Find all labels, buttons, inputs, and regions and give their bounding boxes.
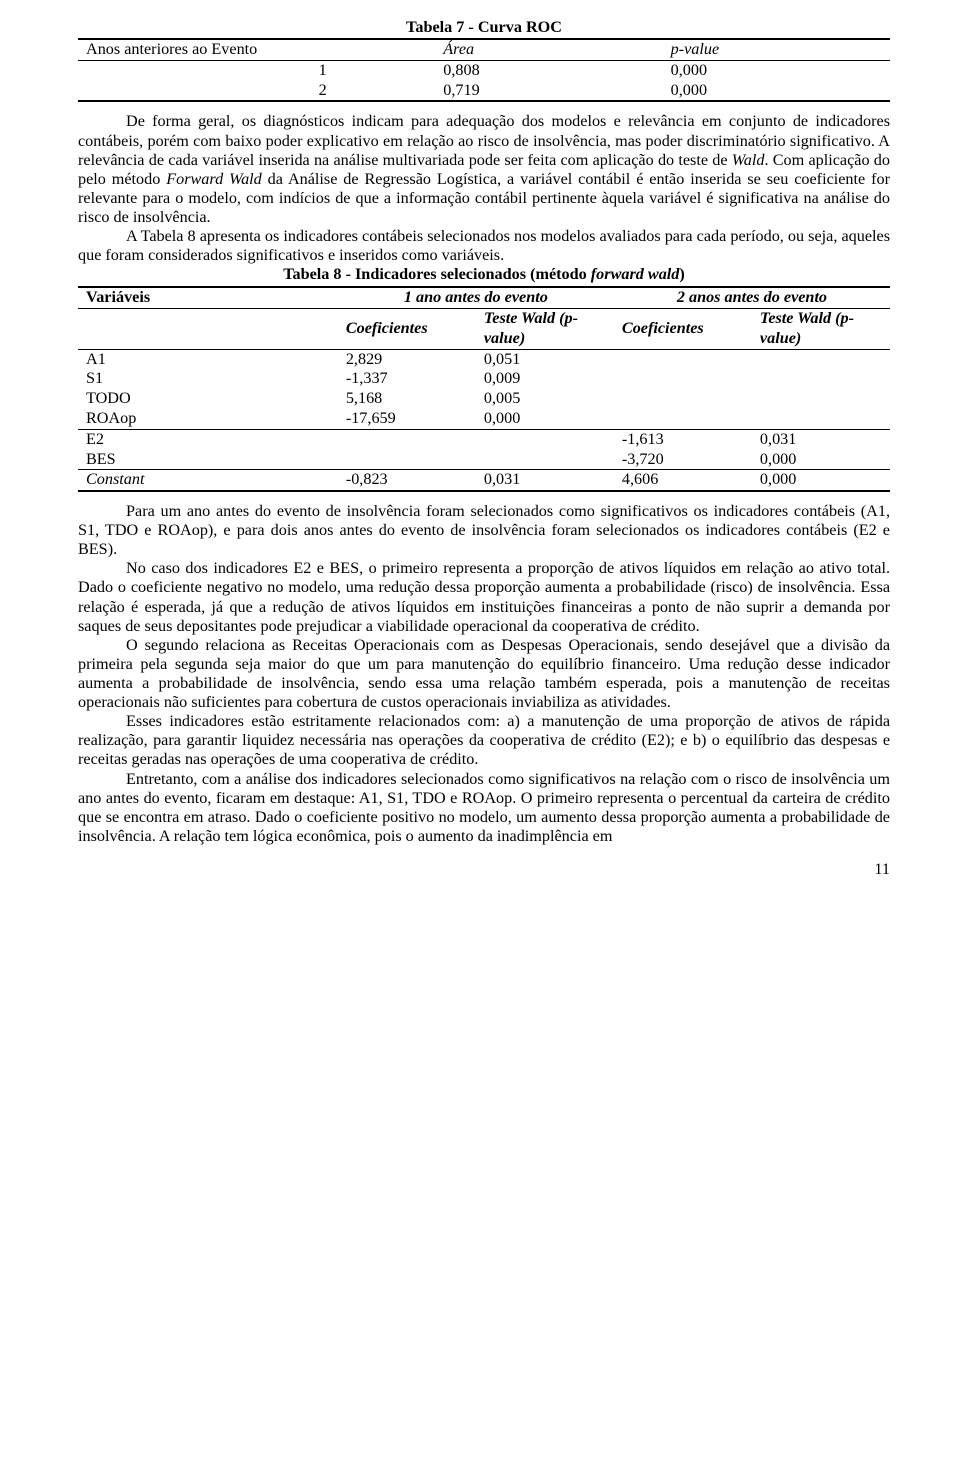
t7-r0c2: 0,000 <box>663 60 890 80</box>
t8-h2-2: Coeficientes <box>614 309 752 350</box>
t8-title-b: ) <box>679 265 684 283</box>
t7-r0c1: 0,808 <box>435 60 662 80</box>
table-cell: -17,659 <box>338 409 476 429</box>
table-row: 2 0,719 0,000 <box>78 81 890 102</box>
t7-r1c2: 0,000 <box>663 81 890 102</box>
paragraph-4: No caso dos indicadores E2 e BES, o prim… <box>78 559 890 635</box>
t8-h1-2: 2 anos antes do evento <box>614 287 890 308</box>
table-row: A12,8290,051 <box>78 349 890 369</box>
table-cell <box>614 349 752 369</box>
t7-r1c1: 0,719 <box>435 81 662 102</box>
table-cell: 0,000 <box>752 470 890 491</box>
table-cell: 0,005 <box>476 389 614 409</box>
table7-h2: p-value <box>663 39 890 60</box>
table8: Variáveis 1 ano antes do evento 2 anos a… <box>78 286 890 492</box>
table-cell <box>338 450 476 470</box>
table-cell: 4,606 <box>614 470 752 491</box>
paragraph-7: Entretanto, com a análise dos indicadore… <box>78 770 890 846</box>
table-row: E2 -1,6130,031 <box>78 429 890 449</box>
table-cell <box>752 349 890 369</box>
t8-h2-1: Teste Wald (p-value) <box>476 309 614 350</box>
table7: Anos anteriores ao Evento Área p-value 1… <box>78 38 890 102</box>
table8-header2: Coeficientes Teste Wald (p-value) Coefic… <box>78 309 890 350</box>
paragraph-1: De forma geral, os diagnósticos indicam … <box>78 112 890 227</box>
t8-h2-3: Teste Wald (p-value) <box>752 309 890 350</box>
paragraph-3: Para um ano antes do evento de insolvênc… <box>78 502 890 559</box>
table7-header-row: Anos anteriores ao Evento Área p-value <box>78 39 890 60</box>
table-cell: 0,009 <box>476 369 614 389</box>
table-row: Constant-0,8230,0314,6060,000 <box>78 470 890 491</box>
table-cell: 2,829 <box>338 349 476 369</box>
table-cell: TODO <box>78 389 338 409</box>
table-cell: 0,051 <box>476 349 614 369</box>
t7-r0c0: 1 <box>78 60 435 80</box>
paragraph-2: A Tabela 8 apresenta os indicadores cont… <box>78 227 890 265</box>
table-cell: -3,720 <box>614 450 752 470</box>
t8-title-a: Tabela 8 - Indicadores selecionados (mét… <box>283 265 591 283</box>
table-cell: -1,613 <box>614 429 752 449</box>
table-row: 1 0,808 0,000 <box>78 60 890 80</box>
table-cell: S1 <box>78 369 338 389</box>
table-cell: ROAop <box>78 409 338 429</box>
table7-title: Tabela 7 - Curva ROC <box>78 18 890 37</box>
table-cell: 0,031 <box>752 429 890 449</box>
table-cell <box>476 429 614 449</box>
paragraph-5: O segundo relaciona as Receitas Operacio… <box>78 636 890 712</box>
t8-h1-1: 1 ano antes do evento <box>338 287 614 308</box>
table7-h0: Anos anteriores ao Evento <box>78 39 435 60</box>
t8-h1-0: Variáveis <box>78 287 338 308</box>
table-cell <box>752 389 890 409</box>
table-row: ROAop-17,6590,000 <box>78 409 890 429</box>
table-cell: 0,000 <box>752 450 890 470</box>
table-cell: 0,000 <box>476 409 614 429</box>
t7-r1c0: 2 <box>78 81 435 102</box>
table-cell: 0,031 <box>476 470 614 491</box>
table-cell <box>338 429 476 449</box>
table-cell <box>614 389 752 409</box>
table-cell <box>752 369 890 389</box>
page-number: 11 <box>78 860 890 879</box>
table8-header1: Variáveis 1 ano antes do evento 2 anos a… <box>78 287 890 308</box>
table-cell: A1 <box>78 349 338 369</box>
t8-h2-blank <box>78 309 338 350</box>
table-cell <box>614 369 752 389</box>
t8-h2-0: Coeficientes <box>338 309 476 350</box>
table-cell <box>476 450 614 470</box>
table-cell <box>614 409 752 429</box>
table-row: S1-1,3370,009 <box>78 369 890 389</box>
table-row: TODO5,1680,005 <box>78 389 890 409</box>
table-cell: 5,168 <box>338 389 476 409</box>
table-cell: Constant <box>78 470 338 491</box>
p1-i1: Wald <box>732 151 765 169</box>
table-cell <box>752 409 890 429</box>
table7-h1: Área <box>435 39 662 60</box>
table-cell: -0,823 <box>338 470 476 491</box>
table-cell: -1,337 <box>338 369 476 389</box>
t8-title-i: forward wald <box>591 265 680 283</box>
table-cell: E2 <box>78 429 338 449</box>
p1-i2: Forward Wald <box>166 170 262 188</box>
table8-title: Tabela 8 - Indicadores selecionados (mét… <box>78 265 890 284</box>
table-row: BES -3,7200,000 <box>78 450 890 470</box>
table-cell: BES <box>78 450 338 470</box>
paragraph-6: Esses indicadores estão estritamente rel… <box>78 712 890 769</box>
